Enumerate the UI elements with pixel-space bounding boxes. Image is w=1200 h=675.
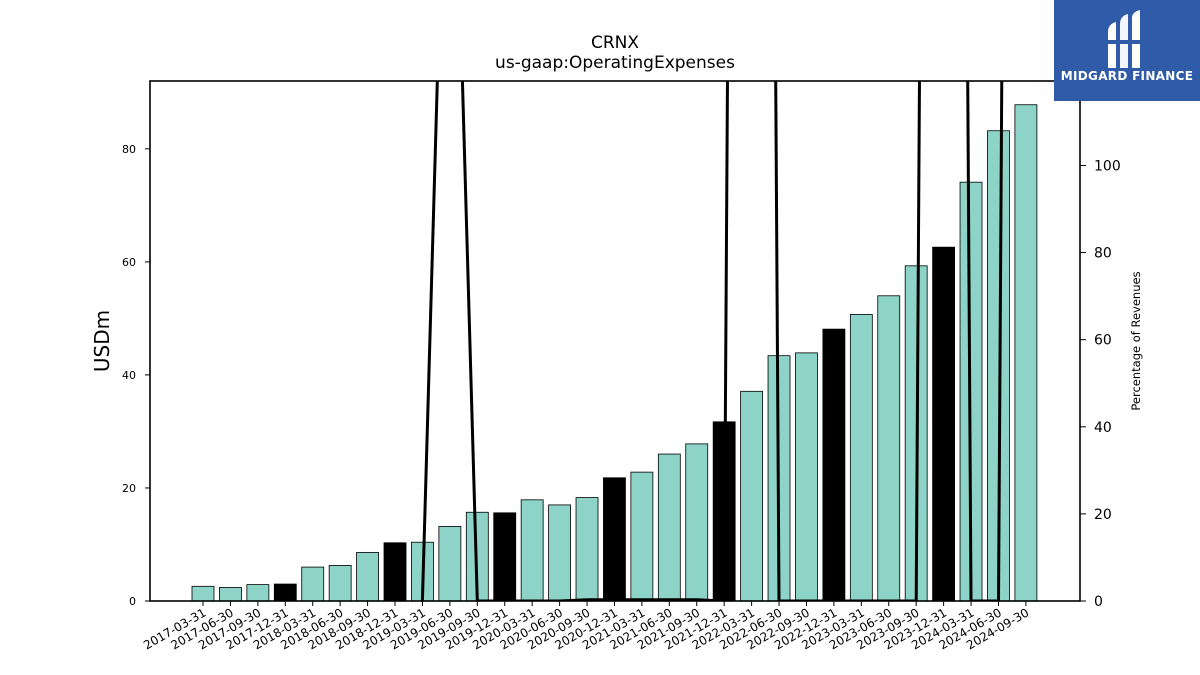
- y-axis-label: USDm: [90, 310, 114, 372]
- brand-logo: MIDGARD FINANCE: [1054, 0, 1200, 101]
- left-axis-ticks: 0 20 40 60 80: [122, 143, 150, 608]
- chart-title: CRNX: [590, 33, 640, 53]
- bar-2018-03-31: [301, 566, 325, 602]
- plot-frame: [149, 80, 1081, 602]
- y2-tick-label-20: 20: [1094, 507, 1112, 523]
- bar-2017-06-30: [219, 587, 242, 602]
- bar-2019-12-31: [493, 512, 517, 602]
- bar-2023-06-30: [877, 295, 901, 602]
- y-tick-label-60: 60: [122, 256, 136, 269]
- bar-2022-03-31: [740, 390, 763, 602]
- y2-tick-label-0: 0: [1094, 594, 1103, 610]
- y2-tick-label-60: 60: [1094, 333, 1112, 349]
- y-tick-label-20: 20: [122, 482, 136, 495]
- bar-2023-03-31: [849, 314, 873, 602]
- chart-subtitle: us-gaap:OperatingExpenses: [495, 53, 735, 73]
- y2-tick-label-80: 80: [1094, 246, 1112, 262]
- logo-text: MIDGARD FINANCE: [1060, 69, 1194, 83]
- y2-tick-label-100: 100: [1094, 158, 1121, 174]
- bar-2017-12-31: [273, 583, 297, 602]
- bar-2020-03-31: [520, 499, 544, 602]
- bar-2017-09-30: [246, 584, 270, 602]
- bars-layer: [191, 104, 1038, 602]
- bar-2020-12-31: [603, 477, 626, 602]
- y-tick-label-80: 80: [122, 143, 136, 156]
- x-axis-ticks: 2017-03-312017-06-302017-09-302017-12-31…: [141, 601, 1031, 652]
- bar-2021-03-31: [630, 471, 654, 602]
- bar-2021-06-30: [657, 453, 681, 602]
- bar-2018-09-30: [356, 551, 379, 602]
- bar-2022-12-31: [822, 328, 846, 602]
- y2-tick-label-40: 40: [1094, 420, 1112, 436]
- bar-2024-09-30: [1014, 104, 1038, 602]
- y-tick-label-0: 0: [129, 595, 136, 608]
- bar-2023-12-31: [932, 246, 956, 602]
- bar-2021-09-30: [685, 443, 709, 602]
- y-tick-label-40: 40: [122, 369, 136, 382]
- right-axis-label: Percentage of Revenues: [1129, 271, 1143, 410]
- bar-2018-06-30: [328, 564, 352, 602]
- bar-2022-09-30: [795, 352, 818, 602]
- bar-2019-06-30: [438, 525, 462, 602]
- bar-2018-12-31: [383, 542, 407, 602]
- bar-2020-09-30: [575, 497, 599, 602]
- midgard-logo-icon: [1106, 10, 1146, 68]
- right-axis-ticks: 0 20 40 60 80 100: [1080, 158, 1121, 610]
- bar-2020-06-30: [548, 504, 571, 602]
- bar-2017-03-31: [191, 585, 215, 602]
